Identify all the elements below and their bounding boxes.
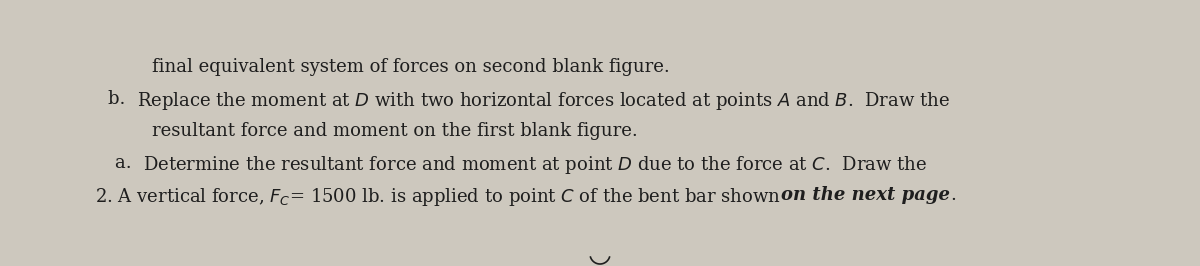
Text: a.: a. [115,154,143,172]
Text: b.: b. [108,90,137,108]
Text: on the next page: on the next page [781,186,950,204]
Text: .: . [950,186,956,204]
Text: Determine the resultant force and moment at point $D$ due to the force at $C$.  : Determine the resultant force and moment… [143,154,928,176]
Text: Replace the moment at $D$ with two horizontal forces located at points $A$ and $: Replace the moment at $D$ with two horiz… [137,90,949,112]
Text: resultant force and moment on the first blank figure.: resultant force and moment on the first … [152,122,637,140]
Text: 2. A vertical force, $F_C$= 1500 lb. is applied to point $C$ of the bent bar sho: 2. A vertical force, $F_C$= 1500 lb. is … [95,186,781,208]
Text: final equivalent system of forces on second blank figure.: final equivalent system of forces on sec… [152,58,670,76]
